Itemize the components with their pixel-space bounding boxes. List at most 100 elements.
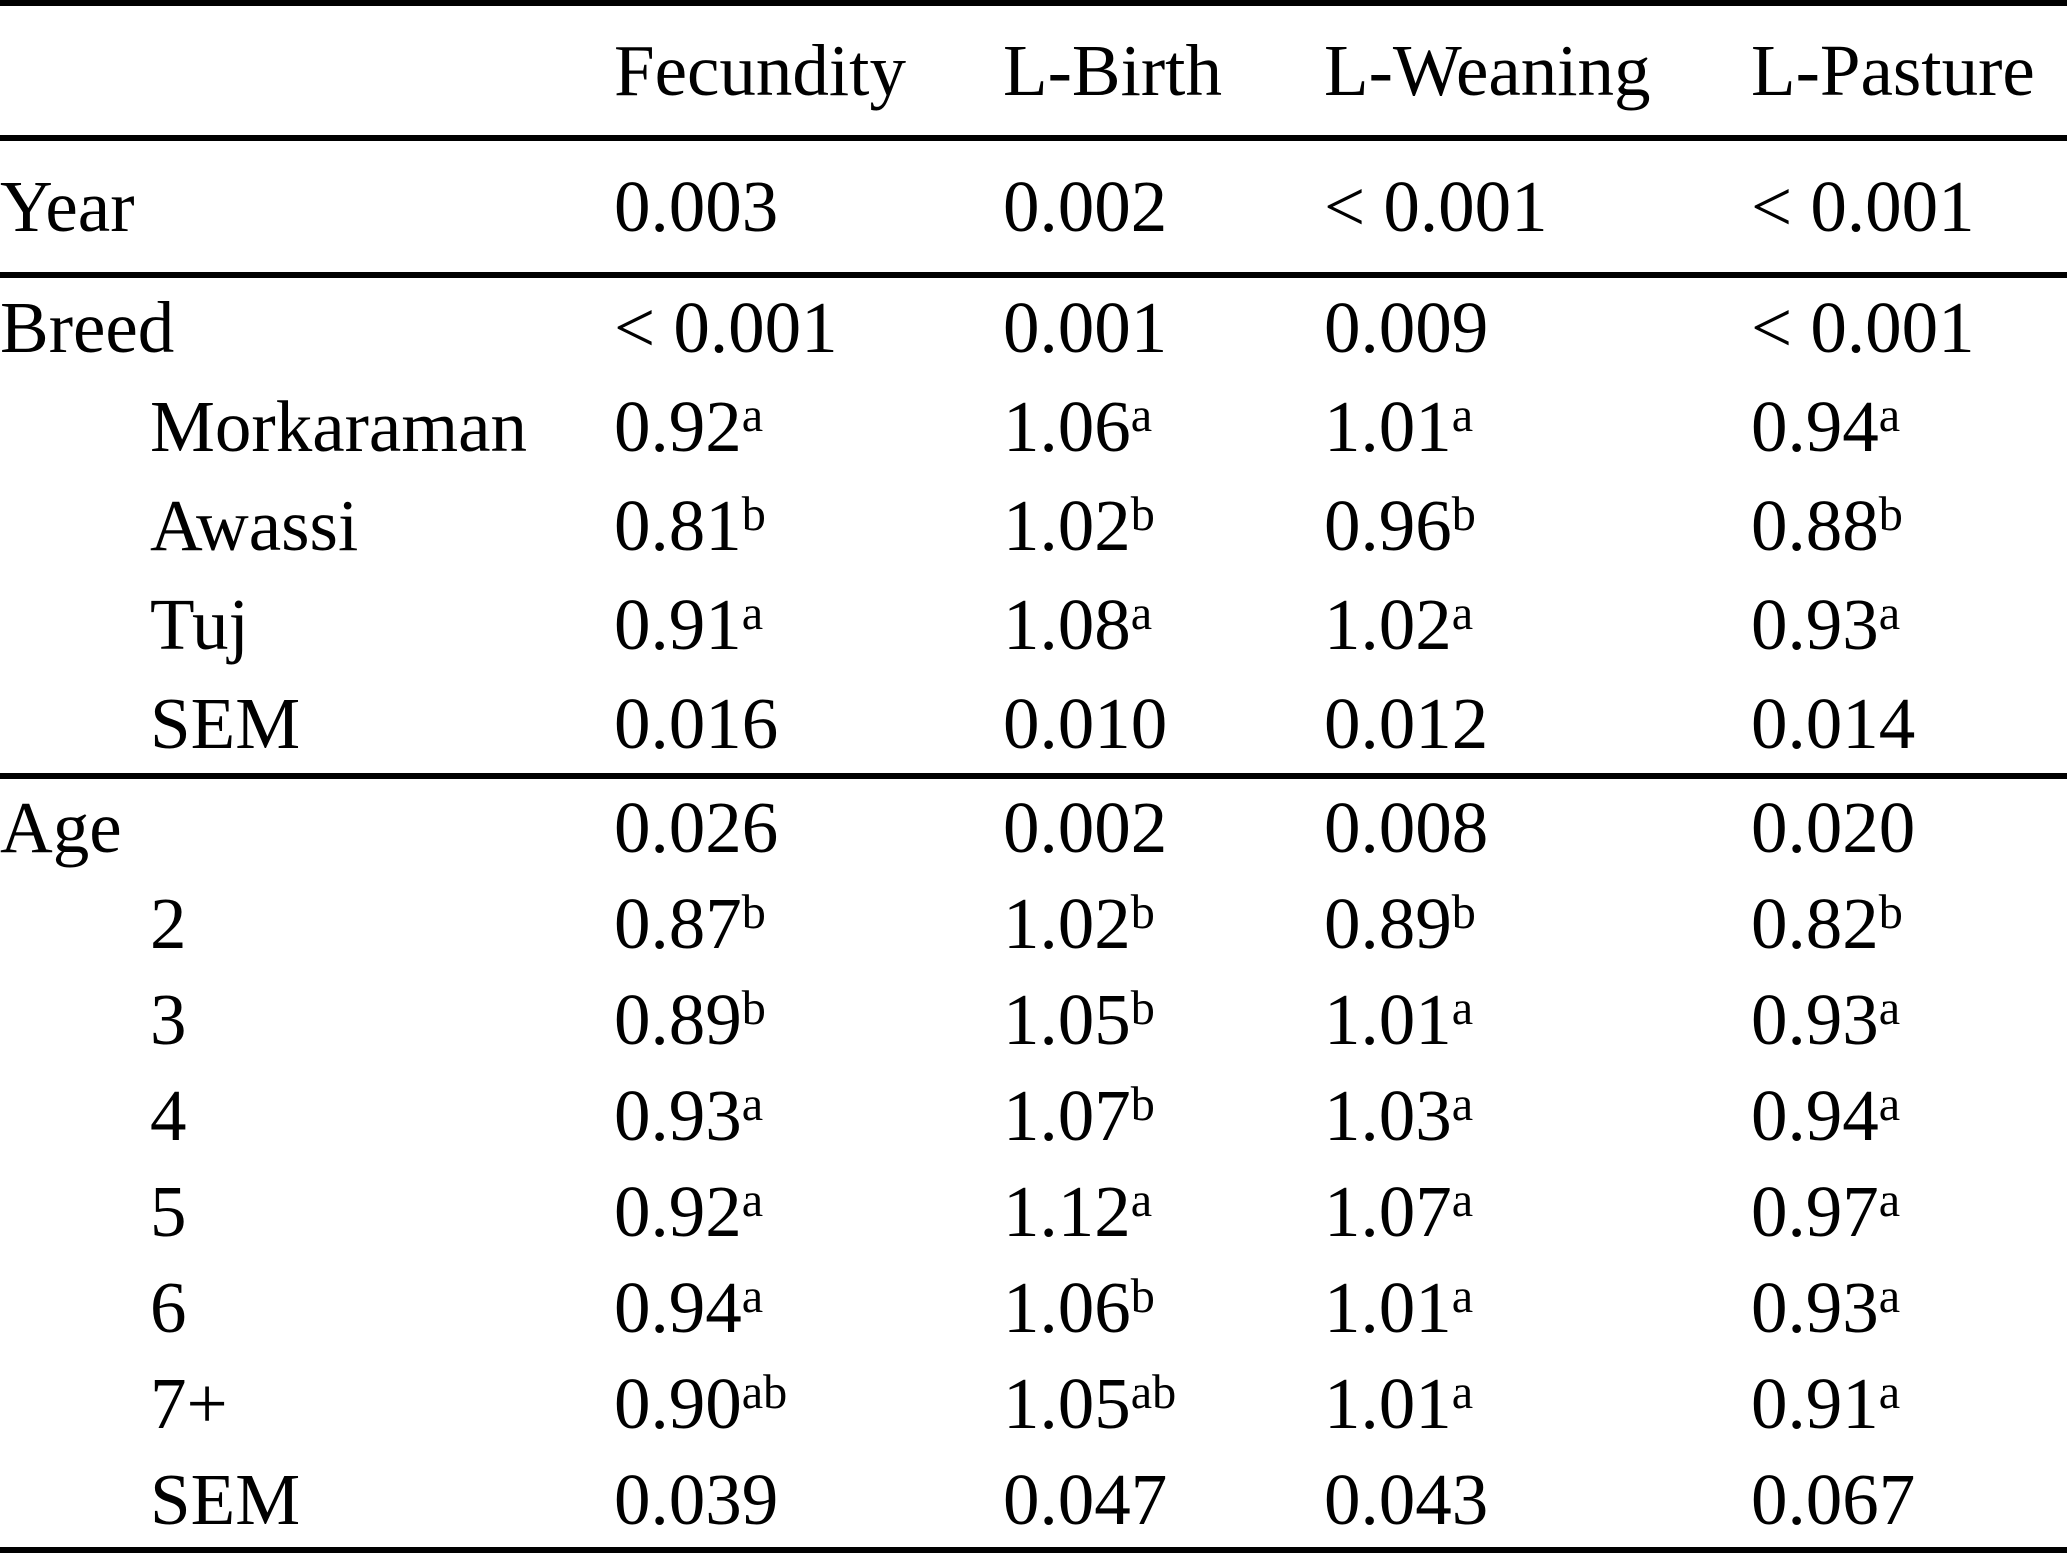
value-cell: 1.02b [1003, 875, 1324, 971]
significance-superscript: b [1130, 487, 1155, 541]
value-cell: 0.82b [1751, 875, 2067, 971]
value-cell: < 0.001 [1751, 138, 2067, 278]
cell-value: 0.87 [614, 882, 742, 964]
table-row-age-sem: SEM 0.039 0.047 0.043 0.067 [0, 1451, 2067, 1553]
value-cell: 0.002 [1003, 776, 1324, 875]
value-cell: 1.02a [1324, 575, 1751, 674]
significance-superscript: ab [1130, 1365, 1177, 1419]
significance-superscript: a [1878, 586, 1901, 640]
table-row-breed-awassi: Awassi 0.81b 1.02b 0.96b 0.88b [0, 476, 2067, 575]
cell-value: 0.94 [1751, 1074, 1879, 1156]
value-cell: 0.067 [1751, 1451, 2067, 1553]
cell-value: 0.92 [614, 1170, 742, 1252]
value-cell: < 0.001 [1751, 275, 2067, 377]
significance-superscript: a [1878, 1269, 1901, 1323]
cell-value: < 0.001 [614, 287, 838, 368]
row-label: Awassi [150, 485, 359, 566]
significance-superscript: a [741, 1173, 764, 1227]
value-cell: 0.96b [1324, 476, 1751, 575]
significance-superscript: b [741, 981, 766, 1035]
significance-superscript: b [741, 885, 766, 939]
table-row-age-4: 4 0.93a 1.07b 1.03a 0.94a [0, 1067, 2067, 1163]
value-cell: 1.01a [1324, 1259, 1751, 1355]
significance-superscript: a [1451, 1269, 1474, 1323]
cell-value: 0.91 [1751, 1362, 1879, 1444]
significance-superscript: a [1451, 388, 1474, 442]
cell-value: 1.05 [1003, 1362, 1131, 1444]
value-cell: 1.12a [1003, 1163, 1324, 1259]
cell-value: 0.93 [614, 1074, 742, 1156]
value-cell: 0.026 [614, 776, 1003, 875]
significance-superscript: a [741, 1077, 764, 1131]
table-row-age-5: 5 0.92a 1.12a 1.07a 0.97a [0, 1163, 2067, 1259]
cell-value: 0.94 [1751, 386, 1879, 467]
table-row-age-2: 2 0.87b 1.02b 0.89b 0.82b [0, 875, 2067, 971]
cell-value: 0.90 [614, 1362, 742, 1444]
value-cell: 1.07b [1003, 1067, 1324, 1163]
cell-value: 0.043 [1324, 1458, 1489, 1540]
significance-superscript: a [1451, 1365, 1474, 1419]
row-label: 6 [150, 1266, 187, 1348]
significance-superscript: b [1878, 885, 1903, 939]
cell-value: 0.047 [1003, 1458, 1168, 1540]
header-row: Fecundity L-Birth L-Weaning L-Pasture [0, 3, 2067, 141]
cell-value: < 0.001 [1324, 166, 1548, 247]
table-row-breed-sem: SEM 0.016 0.010 0.012 0.014 [0, 674, 2067, 779]
value-cell: < 0.001 [614, 275, 1003, 377]
cell-value: 0.039 [614, 1458, 779, 1540]
value-cell: 1.01a [1324, 971, 1751, 1067]
cell-value: 0.002 [1003, 786, 1168, 868]
cell-value: 0.012 [1324, 683, 1489, 764]
cell-value: 0.91 [614, 584, 742, 665]
value-cell: 0.97a [1751, 1163, 2067, 1259]
cell-value: 0.96 [1324, 485, 1452, 566]
value-cell: 1.08a [1003, 575, 1324, 674]
value-cell: 1.01a [1324, 377, 1751, 476]
significance-superscript: a [1878, 1365, 1901, 1419]
cell-value: 0.026 [614, 786, 779, 868]
cell-value: 0.008 [1324, 786, 1489, 868]
significance-superscript: a [1451, 586, 1474, 640]
cell-value: 0.89 [614, 978, 742, 1060]
cell-value: 1.05 [1003, 978, 1131, 1060]
cell-value: 1.01 [1324, 1362, 1452, 1444]
row-label: 2 [150, 882, 187, 964]
header-cell-empty [0, 3, 614, 141]
significance-superscript: a [1878, 1077, 1901, 1131]
cell-value: 1.06 [1003, 1266, 1131, 1348]
table-body: Fecundity L-Birth L-Weaning L-Pasture Year 0… [0, 3, 2067, 1553]
table-row-breed-morkaraman: Morkaraman 0.92a 1.06a 1.01a 0.94a [0, 377, 2067, 476]
value-cell: 0.012 [1324, 674, 1751, 779]
significance-superscript: a [1451, 1077, 1474, 1131]
value-cell: 0.92a [614, 1163, 1003, 1259]
significance-superscript: a [1878, 1173, 1901, 1227]
value-cell: 1.01a [1324, 1355, 1751, 1451]
value-cell: 0.91a [1751, 1355, 2067, 1451]
row-label: Age [0, 786, 122, 868]
value-cell: 0.93a [1751, 971, 2067, 1067]
cell-value: 1.03 [1324, 1074, 1452, 1156]
value-cell: 0.89b [614, 971, 1003, 1067]
cell-value: 0.88 [1751, 485, 1879, 566]
value-cell: 0.93a [1751, 1259, 2067, 1355]
value-cell: 0.94a [614, 1259, 1003, 1355]
table-row-age-3: 3 0.89b 1.05b 1.01a 0.93a [0, 971, 2067, 1067]
table-row-breed-tuj: Tuj 0.91a 1.08a 1.02a 0.93a [0, 575, 2067, 674]
value-cell: 0.91a [614, 575, 1003, 674]
significance-superscript: b [1878, 487, 1903, 541]
value-cell: 0.89b [1324, 875, 1751, 971]
row-label: Morkaraman [150, 386, 528, 467]
cell-value: 0.94 [614, 1266, 742, 1348]
value-cell: < 0.001 [1324, 138, 1751, 278]
significance-superscript: a [741, 388, 764, 442]
value-cell: 0.009 [1324, 275, 1751, 377]
cell-value: 1.07 [1003, 1074, 1131, 1156]
value-cell: 0.003 [614, 138, 1003, 278]
significance-superscript: b [1130, 885, 1155, 939]
table-row-year-year: Year 0.003 0.002 < 0.001 < 0.001 [0, 138, 2067, 278]
value-cell: 1.05b [1003, 971, 1324, 1067]
value-cell: 0.92a [614, 377, 1003, 476]
value-cell: 0.87b [614, 875, 1003, 971]
cell-value: < 0.001 [1751, 287, 1975, 368]
